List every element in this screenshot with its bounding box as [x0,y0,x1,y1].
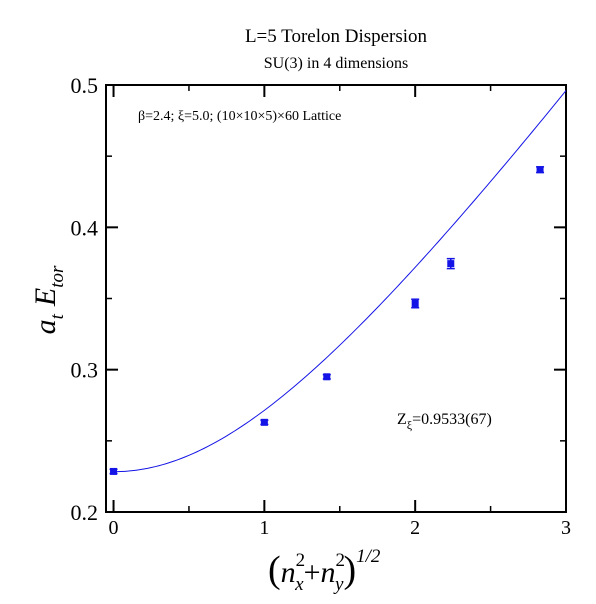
y-axis-label: atEtor [29,265,68,334]
data-point [446,257,455,270]
y-tick-label: 0.5 [71,73,99,98]
x-label-n2-sub: y [333,574,344,595]
y-label-e-sub: tor [47,265,68,288]
x-axis-label: (n2 x+n2 y)1/2 [268,546,381,595]
fit-annotation-symbol: Z [397,411,407,428]
data-point [322,373,331,381]
point-marker [323,373,331,381]
y-label-a: a [29,319,62,334]
point-marker [447,260,455,268]
point-marker [260,418,268,426]
y-tick-label: 0.2 [71,500,99,525]
x-tick-label: 0 [109,517,119,539]
x-label-exp: 1/2 [356,546,381,567]
data-point [109,467,118,475]
axis-ticks [106,84,567,513]
x-label-n1-sub: x [294,574,304,595]
x-label-close: ) [343,549,356,591]
point-marker [536,166,544,174]
data-points [109,166,545,475]
lattice-annotation: β=2.4; ξ=5.0; (10×10×5)×60 Lattice [138,109,341,124]
y-tick-label: 0.3 [71,358,99,383]
data-point [260,418,269,426]
x-label-n2-sup: 2 [336,550,346,571]
data-point [536,166,545,174]
x-label-n1-sup: 2 [296,550,306,571]
x-label-n1: n [281,556,296,589]
x-tick-label: 2 [410,517,420,539]
y-tick-label: 0.4 [71,215,99,240]
plot-frame [105,84,567,513]
y-label-e: E [29,288,62,307]
fit-curve [113,90,567,473]
x-label-plus: + [304,556,321,589]
fit-annotation: Zξ=0.9533(67) [397,411,492,432]
point-marker [110,467,118,475]
x-label-open: ( [268,549,281,591]
data-point [411,298,420,309]
y-label-a-sub: t [47,313,68,319]
axis-tick-labels: 0 1 2 3 0.2 0.3 0.4 0.5 [71,73,572,539]
fit-annotation-value: =0.9533(67) [412,411,492,428]
chart-title: L=5 Torelon Dispersion [245,26,428,47]
chart-subtitle: SU(3) in 4 dimensions [264,55,408,72]
fit-annotation-sub: ξ [407,418,413,432]
x-tick-label: 3 [561,517,571,539]
x-label-n2: n [321,556,336,589]
point-marker [411,299,419,307]
x-tick-label: 1 [259,517,269,539]
